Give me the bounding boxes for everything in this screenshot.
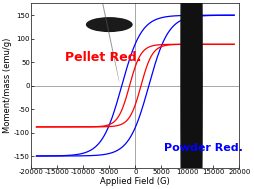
Text: Pellet Red.: Pellet Red. <box>65 51 141 64</box>
Circle shape <box>199 0 202 189</box>
Circle shape <box>191 0 195 52</box>
X-axis label: Applied Field (G): Applied Field (G) <box>100 177 170 186</box>
Circle shape <box>186 57 190 189</box>
Y-axis label: Moment/mass (emu/g): Moment/mass (emu/g) <box>4 38 12 133</box>
Circle shape <box>195 0 200 189</box>
Circle shape <box>194 0 198 118</box>
Circle shape <box>183 0 187 24</box>
Circle shape <box>192 136 196 189</box>
Circle shape <box>181 0 186 189</box>
Circle shape <box>197 61 202 189</box>
Circle shape <box>183 80 189 189</box>
Ellipse shape <box>86 17 133 32</box>
Text: Powder Red.: Powder Red. <box>164 143 243 153</box>
Circle shape <box>186 0 194 189</box>
Ellipse shape <box>94 0 120 83</box>
Circle shape <box>185 0 191 150</box>
Circle shape <box>191 0 198 189</box>
